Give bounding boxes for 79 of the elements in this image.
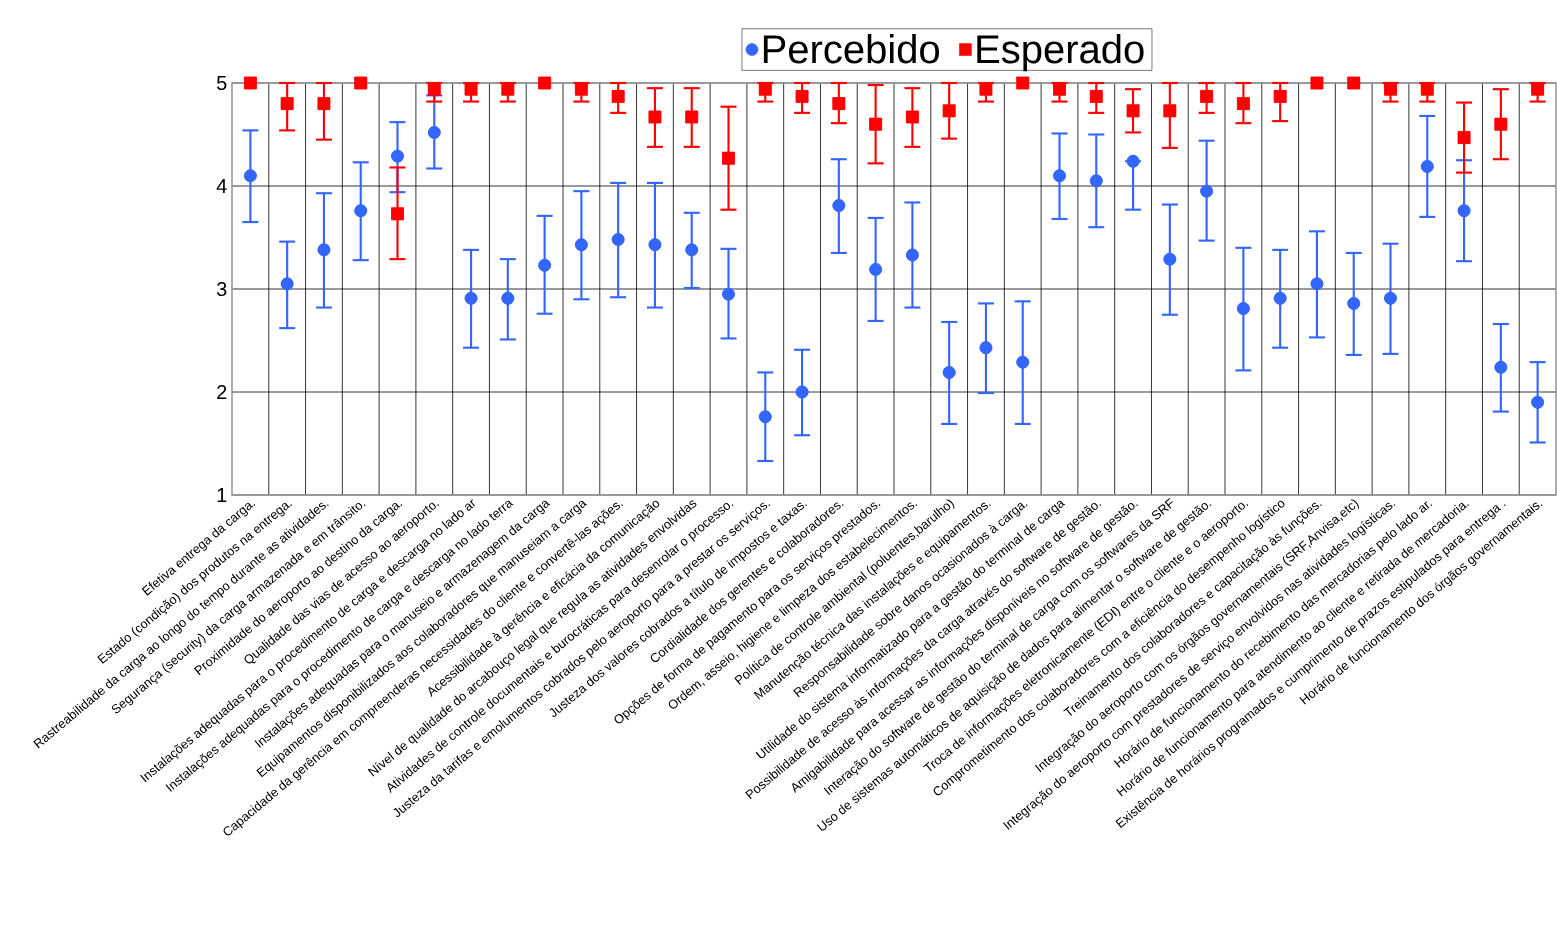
point (538, 76, 551, 90)
point (1494, 117, 1508, 131)
point (1053, 169, 1066, 182)
legend-label: Percebido (763, 34, 940, 64)
point (832, 97, 846, 110)
point (354, 76, 367, 90)
point (280, 97, 294, 110)
point (501, 292, 515, 305)
point (575, 238, 588, 251)
point (428, 126, 441, 139)
point (906, 110, 919, 124)
point (244, 169, 257, 182)
point (1531, 396, 1544, 409)
point (979, 82, 993, 96)
y-tick-label: 2 (217, 385, 227, 399)
point (575, 82, 588, 96)
point (722, 151, 735, 165)
point (611, 233, 625, 246)
point (1273, 292, 1287, 305)
point (1237, 97, 1250, 110)
point (685, 243, 698, 257)
point (648, 110, 662, 124)
point (280, 277, 294, 291)
point (1126, 155, 1140, 168)
point (1163, 252, 1177, 266)
point (795, 385, 809, 399)
point (1494, 361, 1508, 374)
point (942, 104, 956, 118)
point (759, 410, 772, 423)
point (1237, 302, 1250, 315)
point (317, 97, 331, 110)
point (869, 117, 882, 131)
point (464, 82, 478, 96)
point (1126, 104, 1140, 118)
point (1090, 90, 1103, 103)
point (1310, 76, 1324, 90)
point (685, 110, 698, 124)
point (722, 287, 735, 301)
point (391, 149, 404, 163)
point (1090, 174, 1103, 188)
point (1457, 204, 1471, 217)
legend-label: Esperado (977, 34, 1144, 72)
point (354, 204, 367, 217)
point (317, 243, 331, 257)
point (611, 90, 625, 103)
point (1457, 131, 1471, 144)
point (1421, 160, 1434, 173)
y-tick-label: 5 (216, 76, 227, 90)
point (906, 248, 919, 262)
point (942, 366, 956, 379)
point (979, 341, 993, 354)
point (501, 82, 515, 96)
point (1384, 82, 1397, 96)
point (1200, 90, 1213, 103)
point (1384, 292, 1397, 305)
point (464, 292, 478, 305)
point (1200, 184, 1213, 198)
point (1163, 104, 1177, 118)
point (832, 199, 846, 212)
point (759, 82, 772, 96)
y-tick-label: 4 (216, 179, 227, 193)
point (1347, 297, 1360, 310)
point (1273, 90, 1287, 103)
point (1310, 277, 1324, 291)
point (1016, 355, 1029, 369)
y-tick-label: 1 (217, 488, 227, 502)
point (1421, 82, 1434, 96)
point (869, 263, 882, 276)
point (1053, 82, 1066, 96)
point (1347, 76, 1360, 90)
point (538, 259, 551, 272)
point (1016, 76, 1029, 90)
point (244, 76, 257, 90)
point (648, 238, 662, 251)
point (1531, 82, 1544, 96)
y-tick-label: 3 (216, 281, 227, 297)
point (391, 207, 404, 221)
point (795, 90, 809, 103)
point (428, 82, 441, 96)
